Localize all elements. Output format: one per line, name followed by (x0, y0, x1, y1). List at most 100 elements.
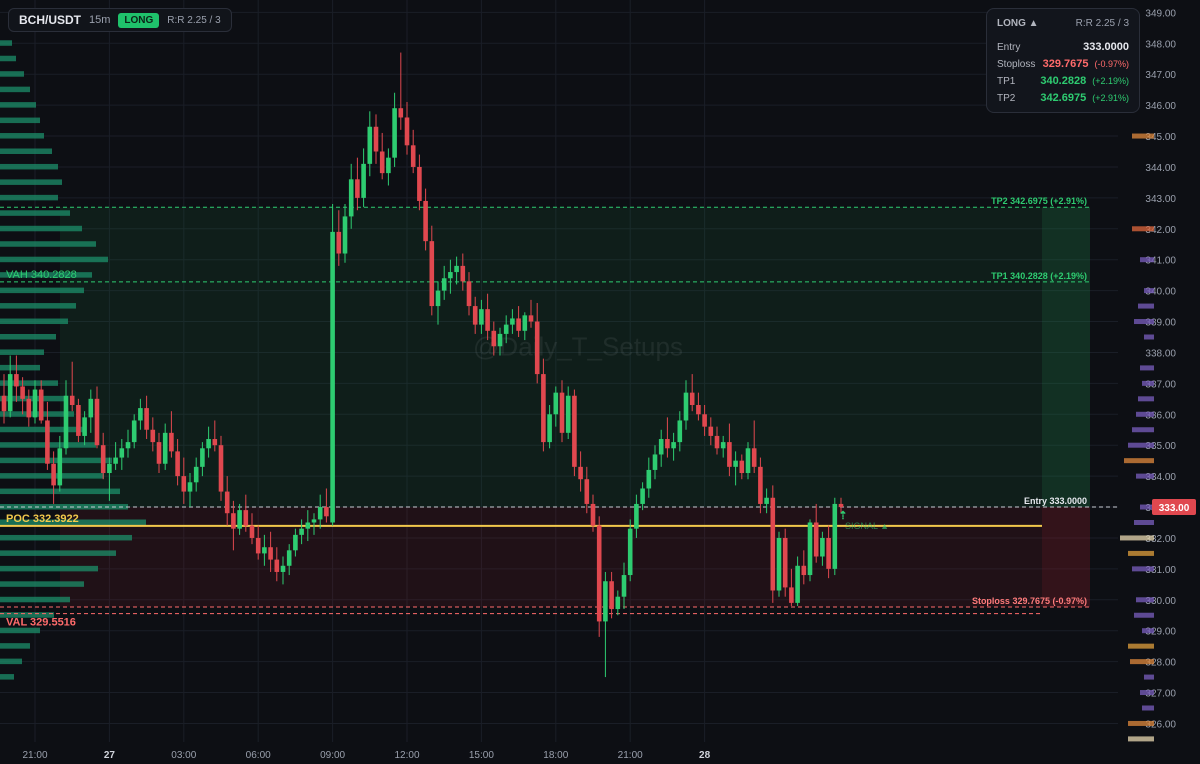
candle-body (497, 333, 503, 347)
candle-body (243, 510, 249, 526)
candle-body (714, 435, 720, 449)
candle-body (832, 503, 838, 569)
candle-body (361, 163, 366, 198)
side-volume-bar (1128, 736, 1154, 742)
candle-body (200, 448, 205, 467)
candle-body (640, 488, 645, 504)
candle-body (69, 395, 75, 406)
y-tick-label: 334.00 (1145, 472, 1176, 483)
candle-body (789, 587, 794, 603)
candle-body (596, 525, 602, 622)
candle-body (522, 315, 528, 331)
candle-body (355, 179, 360, 198)
candle-body (342, 216, 348, 254)
candle-body (14, 374, 19, 387)
candle-body (417, 166, 422, 201)
candle-body (7, 374, 13, 412)
candle-body (293, 534, 298, 551)
candle-body (280, 565, 286, 572)
panel-stop-label: Stoploss (997, 59, 1036, 70)
candle-body (231, 513, 236, 529)
current-price-label: 333.00 (1159, 503, 1190, 514)
loss-zone-extension (1042, 507, 1090, 607)
candle-body (745, 448, 751, 474)
y-tick-label: 348.00 (1145, 39, 1176, 50)
candle-body (776, 537, 782, 591)
volume-profile-bar (0, 133, 44, 139)
y-tick-label: 343.00 (1145, 194, 1176, 205)
side-volume-bar (1128, 442, 1154, 448)
candle-body (671, 442, 676, 449)
candle-body (398, 108, 404, 118)
volume-profile-bar (0, 102, 36, 108)
y-tick-label: 337.00 (1145, 379, 1176, 390)
volume-profile-bar (0, 225, 82, 232)
candle-body (621, 575, 627, 597)
candle-body (838, 503, 844, 508)
signal-arrow-icon: ⇡ (838, 510, 847, 522)
candle-body (367, 126, 373, 164)
y-tick-label: 328.00 (1145, 658, 1176, 669)
candle-body (609, 581, 614, 610)
y-tick-label: 341.00 (1145, 256, 1176, 267)
symbol-label: BCH/USDT (19, 13, 81, 27)
candle-body (541, 374, 546, 443)
volume-profile-bar (0, 287, 84, 294)
candle-body (615, 596, 621, 610)
timeframe-label: 15m (89, 14, 111, 26)
y-tick-label: 347.00 (1145, 70, 1176, 81)
candle-body (255, 537, 261, 554)
candle-body (299, 528, 304, 535)
y-tick-label: 349.00 (1145, 8, 1176, 19)
side-badge: LONG (118, 12, 160, 28)
candle-body (212, 439, 218, 446)
side-volume-bar (1132, 133, 1154, 139)
volume-profile-bar (0, 256, 108, 263)
side-volume-bar (1140, 690, 1154, 696)
side-volume-bar (1142, 705, 1154, 711)
volume-profile-bar (0, 364, 40, 371)
side-volume-bar (1128, 643, 1154, 649)
candle-body (262, 547, 267, 554)
volume-profile-bar (0, 272, 92, 278)
vah-label: VAH 340.2828 (6, 269, 77, 281)
candle-body (20, 386, 25, 399)
candle-body (100, 445, 106, 474)
side-volume-bar (1140, 257, 1154, 263)
side-volume-bar (1128, 720, 1154, 726)
volume-profile-bar (0, 210, 70, 216)
candle-body (94, 398, 100, 446)
candle-body (26, 398, 32, 418)
candle-body (125, 442, 131, 449)
profit-zone (60, 207, 1042, 508)
candle-body (373, 126, 379, 152)
trade-setup-panel: LONG ▲ R:R 2.25 / 3 Entry 333.0000 Stopl… (986, 8, 1140, 113)
current-price-tag (1152, 499, 1196, 516)
candle-body (485, 309, 490, 331)
candle-body (460, 265, 466, 282)
candle-body (491, 330, 497, 347)
candle-body (801, 565, 807, 576)
candle-body (119, 448, 125, 458)
y-tick-label: 344.00 (1145, 163, 1176, 174)
candle-body (739, 460, 745, 474)
candle-body (807, 522, 813, 576)
side-volume-bar (1134, 319, 1154, 325)
side-volume-bar (1142, 628, 1154, 634)
candle-body (689, 392, 695, 406)
y-tick-label: 326.00 (1145, 719, 1176, 730)
loss-zone (60, 507, 1042, 607)
candle-body (472, 306, 478, 325)
side-volume-bar (1142, 380, 1154, 386)
side-volume-bar (1132, 226, 1154, 232)
signal-label: SIGNAL ▲ (845, 521, 889, 531)
candle-body (590, 503, 596, 526)
candle-body (652, 454, 658, 470)
candle-body (88, 398, 94, 418)
side-volume-bar (1134, 519, 1154, 525)
candle-body (634, 503, 639, 529)
candle-body (547, 414, 552, 443)
volume-profile-bar (0, 117, 40, 124)
symbol-header[interactable]: BCH/USDT 15m LONG R:R 2.25 / 3 (8, 8, 232, 32)
